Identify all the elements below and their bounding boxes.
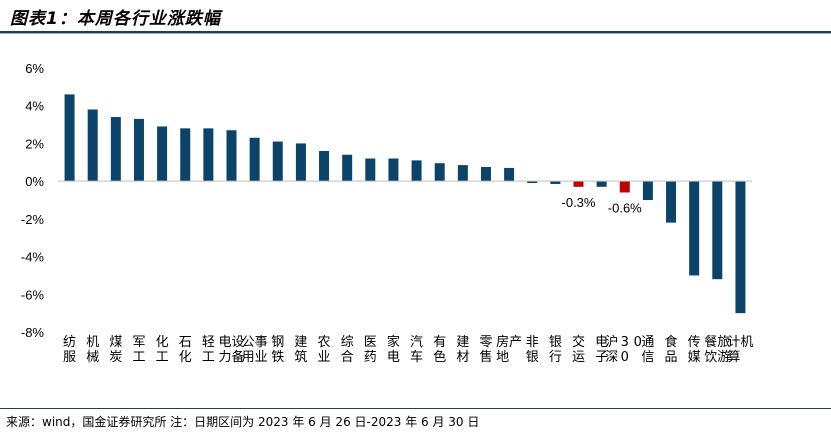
category-label: 煤炭 bbox=[109, 335, 122, 365]
category-label: 电子 bbox=[595, 335, 608, 365]
category-label: 机械 bbox=[86, 335, 99, 365]
category-label: 食品 bbox=[665, 334, 678, 365]
y-tick-label: -6% bbox=[21, 287, 45, 302]
bar bbox=[434, 163, 445, 182]
bar bbox=[365, 158, 376, 182]
bar bbox=[319, 150, 330, 182]
bar bbox=[527, 181, 538, 184]
bar bbox=[110, 117, 121, 182]
category-label: 纺服 bbox=[63, 335, 76, 365]
y-tick-label: 2% bbox=[25, 136, 44, 151]
category-label: 军工 bbox=[132, 335, 145, 365]
bar bbox=[411, 160, 422, 182]
category-label: 零售 bbox=[479, 335, 492, 365]
bar bbox=[249, 137, 260, 182]
category-label: 电力设备 bbox=[218, 335, 244, 365]
category-label: 沪深3 00 bbox=[605, 334, 642, 365]
bar bbox=[87, 109, 98, 182]
category-label: 传媒 bbox=[688, 335, 701, 365]
chart-title: 图表1：本周各行业涨跌幅 bbox=[10, 9, 221, 29]
bar bbox=[388, 158, 399, 182]
category-label: 公用事业 bbox=[242, 335, 268, 365]
bar bbox=[550, 181, 561, 184]
bar bbox=[596, 181, 607, 187]
y-tick-label: -8% bbox=[21, 325, 45, 340]
bar bbox=[457, 165, 468, 182]
data-label: -0.3% bbox=[562, 195, 596, 210]
category-label: 有色 bbox=[433, 335, 446, 365]
bar bbox=[504, 167, 515, 182]
bar bbox=[133, 118, 144, 182]
y-tick-label: 4% bbox=[25, 99, 44, 114]
category-label: 建筑 bbox=[294, 335, 307, 365]
bar bbox=[689, 181, 700, 276]
y-tick-label: -2% bbox=[21, 212, 45, 227]
y-tick-label: -4% bbox=[21, 250, 45, 265]
header-rule-thin bbox=[0, 33, 831, 34]
category-label: 医药 bbox=[364, 335, 377, 365]
category-label: 餐饮旅游 bbox=[704, 334, 730, 365]
category-label: 建材 bbox=[456, 335, 469, 365]
bar bbox=[666, 181, 677, 223]
bar bbox=[735, 181, 746, 314]
bar bbox=[619, 181, 630, 193]
category-label: 综合 bbox=[341, 335, 354, 365]
bar bbox=[480, 167, 491, 182]
y-tick-label: 0% bbox=[25, 174, 44, 189]
data-label: -0.6% bbox=[608, 200, 642, 215]
category-label: 钢铁 bbox=[271, 335, 284, 365]
bar bbox=[712, 181, 723, 280]
category-label: 交运 bbox=[572, 334, 585, 365]
category-label: 计算机 bbox=[727, 335, 753, 365]
y-tick-label: 6% bbox=[25, 61, 44, 76]
category-label: 农业 bbox=[318, 335, 331, 365]
category-label: 房地产 bbox=[496, 334, 522, 365]
category-label: 轻工 bbox=[202, 335, 215, 365]
bar bbox=[157, 126, 168, 182]
bar bbox=[64, 94, 75, 182]
category-label: 银行 bbox=[549, 335, 562, 365]
category-label: 通信 bbox=[641, 335, 654, 365]
source-note: 来源：wind，国金证券研究所 注：日期区间为 2023 年 6 月 26 日-… bbox=[6, 415, 480, 429]
bar bbox=[295, 143, 306, 182]
bar bbox=[272, 141, 283, 182]
bar bbox=[642, 181, 653, 200]
category-label: 汽车 bbox=[410, 335, 423, 365]
bar-chart: 6% 4% 2% 0% -2% -4% -6% -8% -0.3% -0.6% 纺服机械煤炭军工… bbox=[21, 61, 754, 365]
category-label: 石化 bbox=[179, 335, 192, 365]
bar bbox=[226, 130, 237, 182]
bar bbox=[203, 128, 214, 182]
category-label: 家电 bbox=[387, 334, 400, 365]
bar bbox=[342, 154, 353, 182]
bar bbox=[573, 181, 584, 187]
y-axis: 6% 4% 2% 0% -2% -4% -6% -8% bbox=[21, 61, 45, 340]
bar bbox=[180, 128, 191, 182]
bar-series bbox=[64, 94, 746, 314]
data-labels: -0.3% -0.6% bbox=[562, 195, 643, 216]
category-label: 非银 bbox=[526, 335, 539, 365]
category-labels: 纺服机械煤炭军工化工石化轻工电力设备公用事业钢铁建筑农业综合医药家电汽车有色建材… bbox=[63, 334, 753, 365]
category-label: 化工 bbox=[156, 335, 169, 365]
footer-rule bbox=[0, 408, 831, 409]
header-rule bbox=[0, 31, 831, 33]
